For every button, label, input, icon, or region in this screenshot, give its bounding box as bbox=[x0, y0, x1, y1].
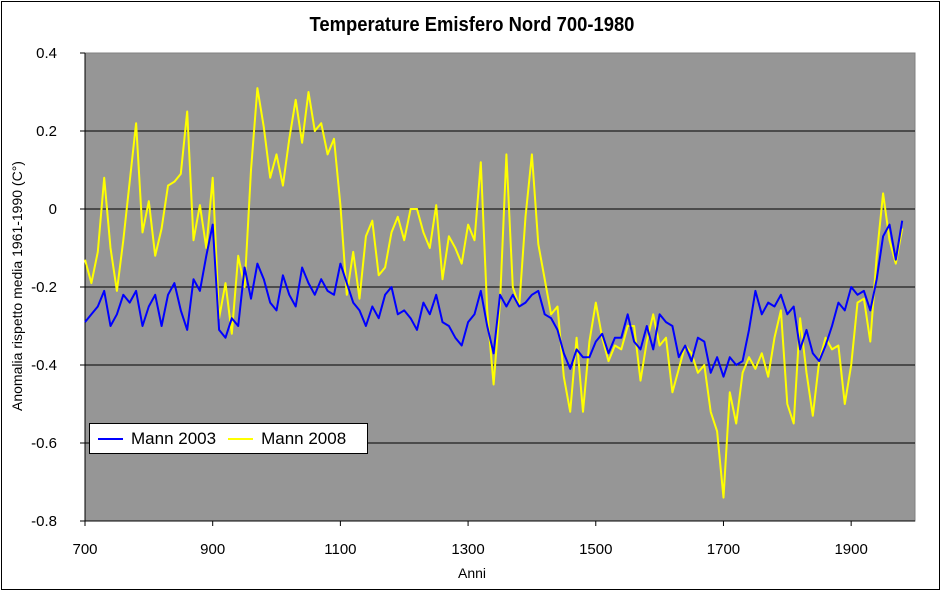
x-tick-label: 1100 bbox=[324, 541, 356, 558]
x-tick-label: 1700 bbox=[707, 541, 740, 558]
x-tick-label: 900 bbox=[200, 541, 225, 558]
series-line-mann-2003 bbox=[84, 220, 904, 378]
x-tick-label: 1500 bbox=[579, 541, 612, 558]
legend-label-mann-2003: Mann 2003 bbox=[131, 428, 217, 448]
legend-item-mann-2008: Mann 2008 bbox=[228, 429, 346, 449]
y-tick-labels: 0.4 0.2 0 -0.2 -0.4 -0.6 -0.8 bbox=[31, 45, 57, 530]
series-line-mann-2008 bbox=[84, 87, 904, 499]
legend-label-mann-2008: Mann 2008 bbox=[261, 428, 347, 448]
x-tick-label: 700 bbox=[72, 541, 97, 558]
x-axis-label: Anni bbox=[457, 565, 487, 581]
chart-title: Temperature Emisfero Nord 700-1980 bbox=[309, 14, 635, 36]
y-tick-label: -0.2 bbox=[31, 279, 57, 296]
x-tick-label: 1300 bbox=[451, 541, 484, 558]
x-tick-label: 1900 bbox=[834, 541, 867, 558]
y-tick-label: -0.8 bbox=[31, 513, 57, 530]
y-tick-label: 0 bbox=[49, 201, 57, 218]
series-group bbox=[84, 87, 904, 499]
axes bbox=[80, 52, 915, 526]
legend-swatch-mann-2003 bbox=[98, 437, 123, 440]
y-tick-label: 0.4 bbox=[36, 45, 57, 62]
legend: Mann 2003 Mann 2008 bbox=[89, 423, 368, 454]
legend-item-mann-2003: Mann 2003 bbox=[98, 429, 216, 449]
legend-swatch-mann-2008 bbox=[228, 437, 254, 440]
x-tick-labels: 700 900 1100 1300 1500 1700 1900 bbox=[72, 541, 867, 558]
y-tick-label: -0.6 bbox=[31, 435, 57, 452]
y-tick-label: -0.4 bbox=[31, 357, 57, 374]
y-tick-label: 0.2 bbox=[36, 123, 57, 140]
